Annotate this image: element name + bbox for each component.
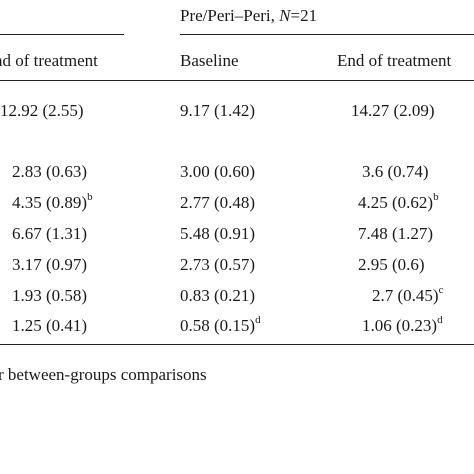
- table-cell: 3.00 (0.60): [180, 162, 256, 181]
- group-header-n-symbol: N: [279, 6, 291, 25]
- group-rule-right: [180, 34, 474, 35]
- table-cell: 0.58 (0.15)d: [180, 314, 261, 335]
- group-header-prefix: Pre/Peri–Peri,: [180, 6, 280, 25]
- table-cell: 1.06 (0.23)d: [362, 314, 443, 335]
- group-header: Pre/Peri–Peri, N=21: [180, 6, 317, 26]
- table-cell: 14.27 (2.09): [351, 101, 435, 120]
- table-cell: 2.95 (0.6): [358, 255, 425, 274]
- table-bottom-rule: [0, 344, 474, 345]
- column-header-end-of-treatment-left: nd of treatment: [0, 51, 98, 70]
- table-cell: 2.73 (0.57): [180, 255, 256, 274]
- table-cell: 1.25 (0.41): [12, 316, 88, 335]
- table-cell: 6.67 (1.31): [12, 224, 88, 243]
- table-cell: 4.25 (0.62)b: [358, 191, 439, 212]
- table-cell: 0.83 (0.21): [180, 286, 256, 305]
- column-header-baseline: Baseline: [180, 51, 239, 70]
- table-cell: 4.35 (0.89)b: [12, 191, 93, 212]
- group-rule-left: [0, 34, 124, 35]
- table-cell: 3.6 (0.74): [362, 162, 429, 181]
- table-cell: 12.92 (2.55): [0, 101, 84, 120]
- table-cell: 7.48 (1.27): [358, 224, 434, 243]
- table-cell: 2.83 (0.63): [12, 162, 88, 181]
- group-header-n-value: =21: [290, 6, 318, 25]
- table-cell: 3.17 (0.97): [12, 255, 88, 274]
- header-rule: [0, 80, 474, 81]
- table-footnote: r between-groups comparisons: [0, 365, 207, 384]
- table-cell: 2.77 (0.48): [180, 193, 256, 212]
- table-cell: 2.7 (0.45)c: [372, 284, 444, 305]
- table-cell: 5.48 (0.91): [180, 224, 256, 243]
- column-header-end-of-treatment: End of treatment: [337, 51, 452, 70]
- table-cell: 1.93 (0.58): [12, 286, 88, 305]
- table-cell: 9.17 (1.42): [180, 101, 256, 120]
